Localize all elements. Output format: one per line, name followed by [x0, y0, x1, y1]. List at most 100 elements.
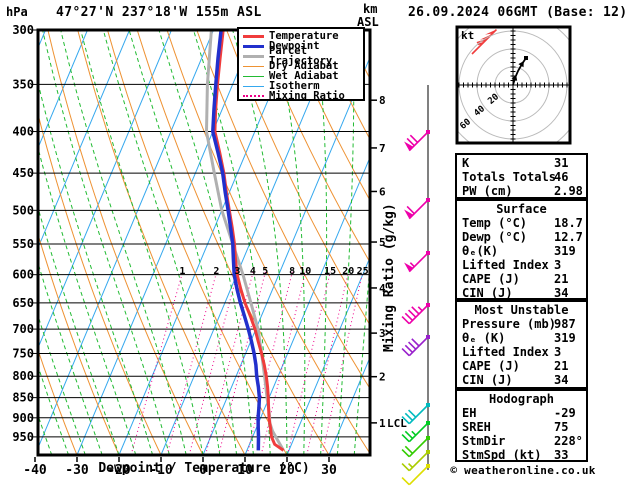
svg-text:300: 300 — [12, 23, 34, 37]
table-row: CIN (J) 34 — [462, 286, 586, 300]
table-row: θₑ (K) 319 — [462, 331, 586, 345]
legend-line-dewpoint — [243, 44, 264, 48]
svg-text:8: 8 — [289, 266, 295, 277]
table-row-label: Pressure (mb) — [462, 317, 556, 331]
table-row-value: 75 — [554, 420, 569, 434]
svg-text:3: 3 — [379, 327, 386, 340]
svg-text:900: 900 — [12, 411, 34, 425]
svg-text:7: 7 — [379, 142, 386, 155]
table-row-value: 33 — [554, 448, 569, 462]
table-row: EH -29 — [462, 406, 586, 420]
svg-text:4: 4 — [250, 266, 256, 277]
legend-line-parcel — [243, 54, 264, 58]
table-row-value: 228° — [554, 434, 583, 448]
table-row: Lifted Index 3 — [462, 258, 586, 272]
svg-text:850: 850 — [12, 391, 34, 405]
table-row-value: 31 — [554, 156, 569, 170]
legend-item-mixing-ratio: Mixing Ratio — [243, 91, 363, 101]
svg-text:400: 400 — [12, 125, 34, 139]
table-title: Most Unstable — [474, 303, 569, 317]
table-row-value: 3 — [554, 345, 562, 359]
info-table-3: Hodograph EH -29 SREH 75 StmDir 228° StmSpd (kt… — [455, 389, 588, 462]
table-row-value: -29 — [554, 406, 576, 420]
svg-text:10: 10 — [237, 463, 253, 478]
x-axis-label: Dewpoint / Temperature (°C) — [98, 461, 310, 476]
hodograph-unit-label: kt — [461, 29, 475, 42]
table-row-value: 319 — [554, 244, 576, 258]
svg-text:500: 500 — [12, 203, 34, 217]
table-row-value: 2.98 — [554, 184, 583, 198]
table-row: StmSpd (kt) 33 — [462, 448, 586, 462]
legend-item-parcel: Parcel Trajectory — [243, 46, 363, 66]
dewpoint-curve — [211, 30, 262, 451]
station-title: 47°27'N 237°18'W 155m ASL — [56, 5, 262, 20]
svg-text:5: 5 — [379, 236, 386, 249]
table-row: Temp (°C) 18.7 — [462, 216, 586, 230]
legend-label: Isotherm — [269, 80, 320, 92]
table-row-label: CIN (J) — [462, 373, 513, 387]
table-row: StmDir 228° — [462, 434, 586, 448]
svg-text:5: 5 — [262, 266, 268, 277]
svg-text:20: 20 — [486, 92, 501, 107]
legend-label: Temperature — [269, 30, 339, 42]
svg-text:950: 950 — [12, 430, 34, 444]
svg-text:-20: -20 — [107, 463, 131, 478]
legend-line-mixing-ratio — [243, 95, 264, 97]
legend-item-dry-adiabat: Dry Adiabat — [243, 61, 363, 71]
table-row-label: Lifted Index — [462, 345, 549, 359]
svg-text:20: 20 — [342, 266, 354, 277]
table-row-value: 987 — [554, 317, 576, 331]
legend-line-isotherm — [243, 85, 264, 87]
svg-text:-10: -10 — [149, 463, 173, 478]
svg-text:25: 25 — [357, 266, 369, 277]
temperature-curve — [213, 30, 285, 452]
table-row-value: 18.7 — [554, 216, 583, 230]
table-row-value: 46 — [554, 170, 569, 184]
lcl-label: LCL — [387, 417, 407, 430]
table-row-value: 319 — [554, 331, 576, 345]
svg-text:2: 2 — [379, 371, 386, 384]
wind-barbs — [401, 28, 498, 486]
legend-label: Wet Adiabat — [269, 70, 339, 82]
profiles — [204, 30, 285, 452]
table-row-label: θₑ (K) — [462, 331, 506, 345]
svg-text:4: 4 — [379, 282, 386, 295]
table-row-label: CIN (J) — [462, 286, 513, 300]
table-title: Hodograph — [488, 392, 555, 406]
svg-text:20: 20 — [279, 463, 295, 478]
svg-text:-30: -30 — [65, 463, 89, 478]
table-row-label: Totals Totals — [462, 170, 556, 184]
table-row: CIN (J) 34 — [462, 373, 586, 387]
hodograph-border — [455, 25, 572, 145]
svg-text:2: 2 — [213, 266, 219, 277]
mixing-ratio-axis-label: Mixing Ratio (g/kg) — [382, 203, 397, 352]
legend-label: Dry Adiabat — [269, 60, 339, 72]
table-row: θₑ(K) 319 — [462, 244, 586, 258]
pressure-axis-unit: hPa — [6, 5, 28, 19]
legend-item-temperature: Temperature — [243, 31, 363, 41]
svg-text:30: 30 — [321, 463, 337, 478]
legend-line-temperature — [243, 34, 264, 38]
info-table-0: K 31 Totals Totals 46 PW (cm) 2.98 — [455, 153, 588, 199]
legend: Temperature Dewpoint Parcel Trajectory D… — [237, 27, 365, 101]
altitude-axis-unit-asl: ASL — [357, 15, 379, 29]
svg-text:800: 800 — [12, 369, 34, 383]
legend-item-dewpoint: Dewpoint — [243, 41, 363, 51]
svg-text:-40: -40 — [23, 463, 47, 478]
legend-item-isotherm: Isotherm — [243, 81, 363, 91]
svg-text:3: 3 — [234, 266, 240, 277]
table-row-value: 3 — [554, 258, 562, 272]
table-row-label: θₑ(K) — [462, 244, 499, 258]
svg-text:40: 40 — [472, 104, 487, 119]
info-table-1: Surface Temp (°C) 18.7 Dewp (°C) 12.7 θₑ(K) 31… — [455, 199, 588, 300]
legend-label: Mixing Ratio — [269, 90, 345, 102]
svg-text:6: 6 — [379, 185, 386, 198]
table-row-label: Temp (°C) — [462, 216, 528, 230]
table-row-label: PW (cm) — [462, 184, 513, 198]
svg-text:650: 650 — [12, 296, 34, 310]
legend-line-wet-adiabat — [243, 75, 264, 77]
table-row: Pressure (mb) 987 — [462, 317, 586, 331]
